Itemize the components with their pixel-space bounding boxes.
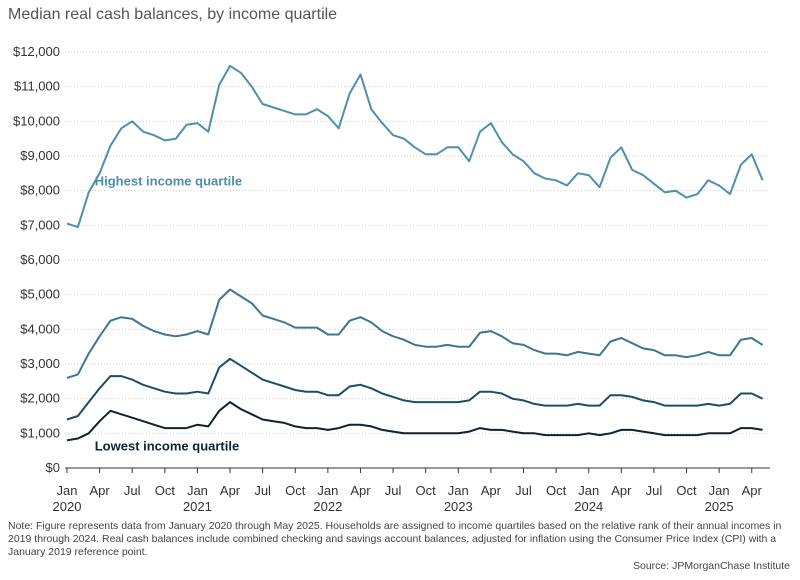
y-tick-label: $5,000 <box>20 287 60 302</box>
series-line-highest-income-quartile <box>66 64 764 229</box>
series-line-lowest-income-quartile <box>66 401 763 442</box>
x-tick-year-label: 2023 <box>444 499 473 514</box>
x-tick-month-label: Oct <box>546 483 567 498</box>
series-label-highest-income-quartile: Highest income quartile <box>95 173 242 188</box>
y-tick-label: $9,000 <box>20 148 60 163</box>
y-tick-label: $1,000 <box>20 425 60 440</box>
x-tick-month-label: Oct <box>416 483 437 498</box>
x-tick-month-label: Apr <box>350 483 371 498</box>
series-label-lowest-income-quartile: Lowest income quartile <box>95 438 239 453</box>
x-tick-month-label: Apr <box>742 483 763 498</box>
x-tick-year-label: 2021 <box>183 499 212 514</box>
x-tick-month-label: Apr <box>611 483 632 498</box>
x-tick-month-label: Jan <box>709 483 730 498</box>
x-tick-month-label: Jan <box>187 483 208 498</box>
y-tick-label: $10,000 <box>13 113 60 128</box>
x-tick-year-label: 2022 <box>313 499 342 514</box>
x-tick-month-label: Jul <box>254 483 271 498</box>
chart-title: Median real cash balances, by income qua… <box>8 6 338 23</box>
x-tick-month-label: Apr <box>89 483 110 498</box>
series-line-second-quartile <box>66 357 764 421</box>
y-tick-label: $7,000 <box>20 217 60 232</box>
x-tick-month-label: Jan <box>57 483 78 498</box>
x-tick-month-label: Jul <box>124 483 141 498</box>
y-tick-label: $0 <box>46 460 60 475</box>
x-tick-year-label: 2025 <box>705 499 734 514</box>
y-tick-label: $12,000 <box>13 44 60 59</box>
footnote: Note: Figure represents data from Januar… <box>8 520 782 558</box>
x-tick-month-label: Jul <box>646 483 663 498</box>
y-tick-label: $11,000 <box>14 79 60 94</box>
x-tick-month-label: Jan <box>578 483 599 498</box>
y-tick-label: $2,000 <box>20 391 60 406</box>
y-tick-label: $3,000 <box>20 356 60 371</box>
x-tick-month-label: Jan <box>448 483 469 498</box>
y-tick-label: $4,000 <box>20 321 60 336</box>
x-tick-month-label: Jul <box>385 483 402 498</box>
x-tick-month-label: Apr <box>220 483 241 498</box>
x-tick-month-label: Oct <box>285 483 306 498</box>
source-credit: Source: JPMorganChase Institute <box>633 560 790 572</box>
line-chart: $0 $1,000 $2,000 $3,000 $4,000 $5,000 $6,000 $7… <box>13 44 770 514</box>
y-tick-label: $8,000 <box>20 183 60 198</box>
x-tick-month-label: Oct <box>155 483 176 498</box>
x-tick-month-label: Oct <box>676 483 697 498</box>
y-tick-label: $6,000 <box>20 252 60 267</box>
x-tick-year-label: 2020 <box>53 499 82 514</box>
x-tick-month-label: Jan <box>317 483 338 498</box>
series-line-third-quartile <box>66 288 764 379</box>
x-tick-month-label: Jul <box>515 483 532 498</box>
x-tick-year-label: 2024 <box>574 499 603 514</box>
x-tick-month-label: Apr <box>481 483 502 498</box>
